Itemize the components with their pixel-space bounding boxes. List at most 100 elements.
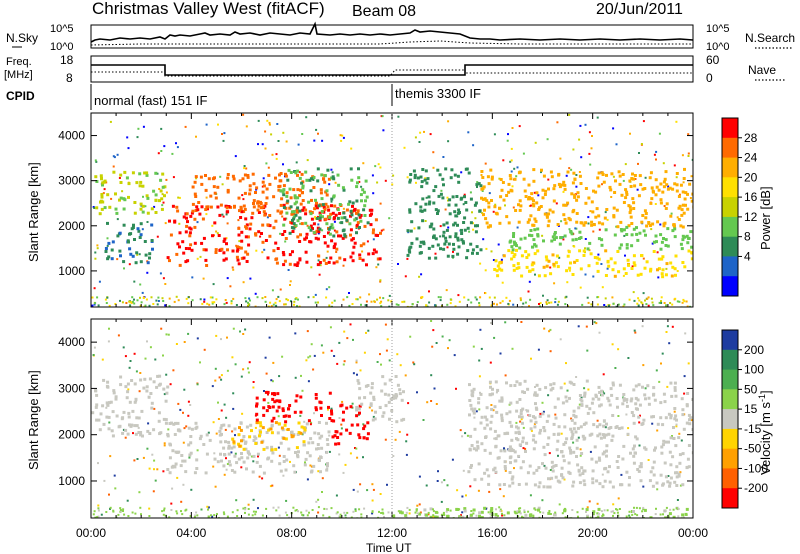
ground-scatter-cell <box>191 299 194 302</box>
scatter-cell <box>405 440 408 443</box>
range-gate-cell <box>330 223 334 227</box>
scatter-cell <box>522 152 525 155</box>
range-gate-cell <box>362 190 366 194</box>
range-gate-cell <box>670 274 674 278</box>
scatter-cell <box>157 152 160 155</box>
range-gate-cell <box>679 183 683 187</box>
scatter-cell <box>629 132 631 135</box>
range-gate-cell <box>557 432 561 436</box>
ground-scatter-cell <box>140 513 142 516</box>
range-gate-cell <box>189 441 193 445</box>
range-gate-cell <box>134 397 138 401</box>
scatter-cell <box>234 434 236 437</box>
scatter-cell <box>578 403 581 406</box>
range-gate-cell <box>105 415 109 419</box>
ground-scatter-cell <box>201 302 204 305</box>
scatter-cell <box>617 497 620 500</box>
range-gate-cell <box>315 229 319 233</box>
range-gate-cell <box>677 472 681 476</box>
range-gate-cell <box>298 176 302 180</box>
range-gate-cell <box>354 217 358 221</box>
scatter-cell <box>136 458 139 460</box>
ground-scatter-cell <box>467 298 470 301</box>
range-gate-cell <box>673 388 677 392</box>
nave-trace <box>91 69 693 77</box>
scatter-cell <box>662 162 665 165</box>
range-gate-cell <box>357 167 360 171</box>
range-gate-cell <box>380 389 384 393</box>
scatter-cell <box>205 123 208 126</box>
scatter-cell <box>566 281 569 284</box>
range-gate-cell <box>656 422 660 426</box>
ground-scatter-cell <box>672 508 675 511</box>
range-gate-cell <box>252 454 256 458</box>
nsky-tick-high: 10^5 <box>50 23 74 35</box>
nsky-panel: N.Sky 10^5 10^0 10^5 10^0 N.Search <box>6 21 795 53</box>
range-gate-cell <box>528 233 531 237</box>
scatter-cell <box>213 452 216 455</box>
range-gate-cell <box>205 452 209 456</box>
range-gate-cell <box>399 510 402 514</box>
range-gate-cell <box>200 241 204 245</box>
range-gate-cell <box>350 238 354 242</box>
scatter-cell <box>418 275 421 278</box>
range-gate-cell <box>447 242 451 246</box>
ground-scatter-cell <box>359 296 362 299</box>
range-gate-cell <box>257 230 261 234</box>
range-gate-cell <box>246 235 250 239</box>
range-gate-cell <box>550 239 554 243</box>
range-gate-cell <box>467 470 471 474</box>
scatter-cell <box>537 348 540 351</box>
range-gate-cell <box>316 217 320 220</box>
range-gate-cell <box>258 434 261 438</box>
range-gate-cell <box>274 447 278 451</box>
range-gate-cell <box>668 484 672 488</box>
range-gate-cell <box>642 229 646 233</box>
range-gate-cell <box>622 393 626 396</box>
range-gate-cell <box>669 476 673 480</box>
range-gate-cell <box>550 460 554 464</box>
range-gate-cell <box>171 204 175 208</box>
range-gate-cell <box>355 408 359 412</box>
range-gate-cell <box>509 455 513 459</box>
range-gate-cell <box>314 396 318 400</box>
scatter-cell <box>568 167 571 170</box>
range-gate-cell <box>630 267 634 270</box>
range-gate-cell <box>586 247 590 251</box>
scatter-cell <box>341 400 344 403</box>
scatter-cell <box>306 159 309 162</box>
range-gate-cell <box>590 200 594 204</box>
ground-scatter-cell <box>275 304 278 307</box>
scatter-cell <box>257 507 259 510</box>
range-gate-cell <box>104 250 108 253</box>
scatter-cell <box>667 475 670 477</box>
range-gate-cell <box>194 209 198 212</box>
range-gate-cell <box>341 236 345 240</box>
scatter-cell <box>447 226 450 229</box>
scatter-cell <box>555 202 558 205</box>
range-gate-cell <box>663 177 667 181</box>
scatter-cell <box>497 243 500 246</box>
range-gate-cell <box>582 254 586 257</box>
range-gate-cell <box>222 258 226 262</box>
range-gate-cell <box>595 261 599 265</box>
range-gate-cell <box>530 263 534 267</box>
scatter-cell <box>595 322 598 325</box>
range-gate-cell <box>553 232 557 236</box>
scatter-cell <box>580 396 583 399</box>
scatter-cell <box>562 190 565 193</box>
range-gate-cell <box>268 406 272 409</box>
range-gate-cell <box>572 413 576 417</box>
range-gate-cell <box>633 451 637 455</box>
range-gate-cell <box>634 435 638 439</box>
range-gate-cell <box>309 437 313 441</box>
range-gate-cell <box>469 513 473 517</box>
range-gate-cell <box>137 229 141 233</box>
range-gate-cell <box>232 440 236 444</box>
range-gate-cell <box>572 450 576 454</box>
ground-scatter-cell <box>297 298 299 301</box>
ground-scatter-cell <box>681 301 684 304</box>
range-gate-cell <box>616 466 620 469</box>
range-gate-cell <box>295 200 299 204</box>
